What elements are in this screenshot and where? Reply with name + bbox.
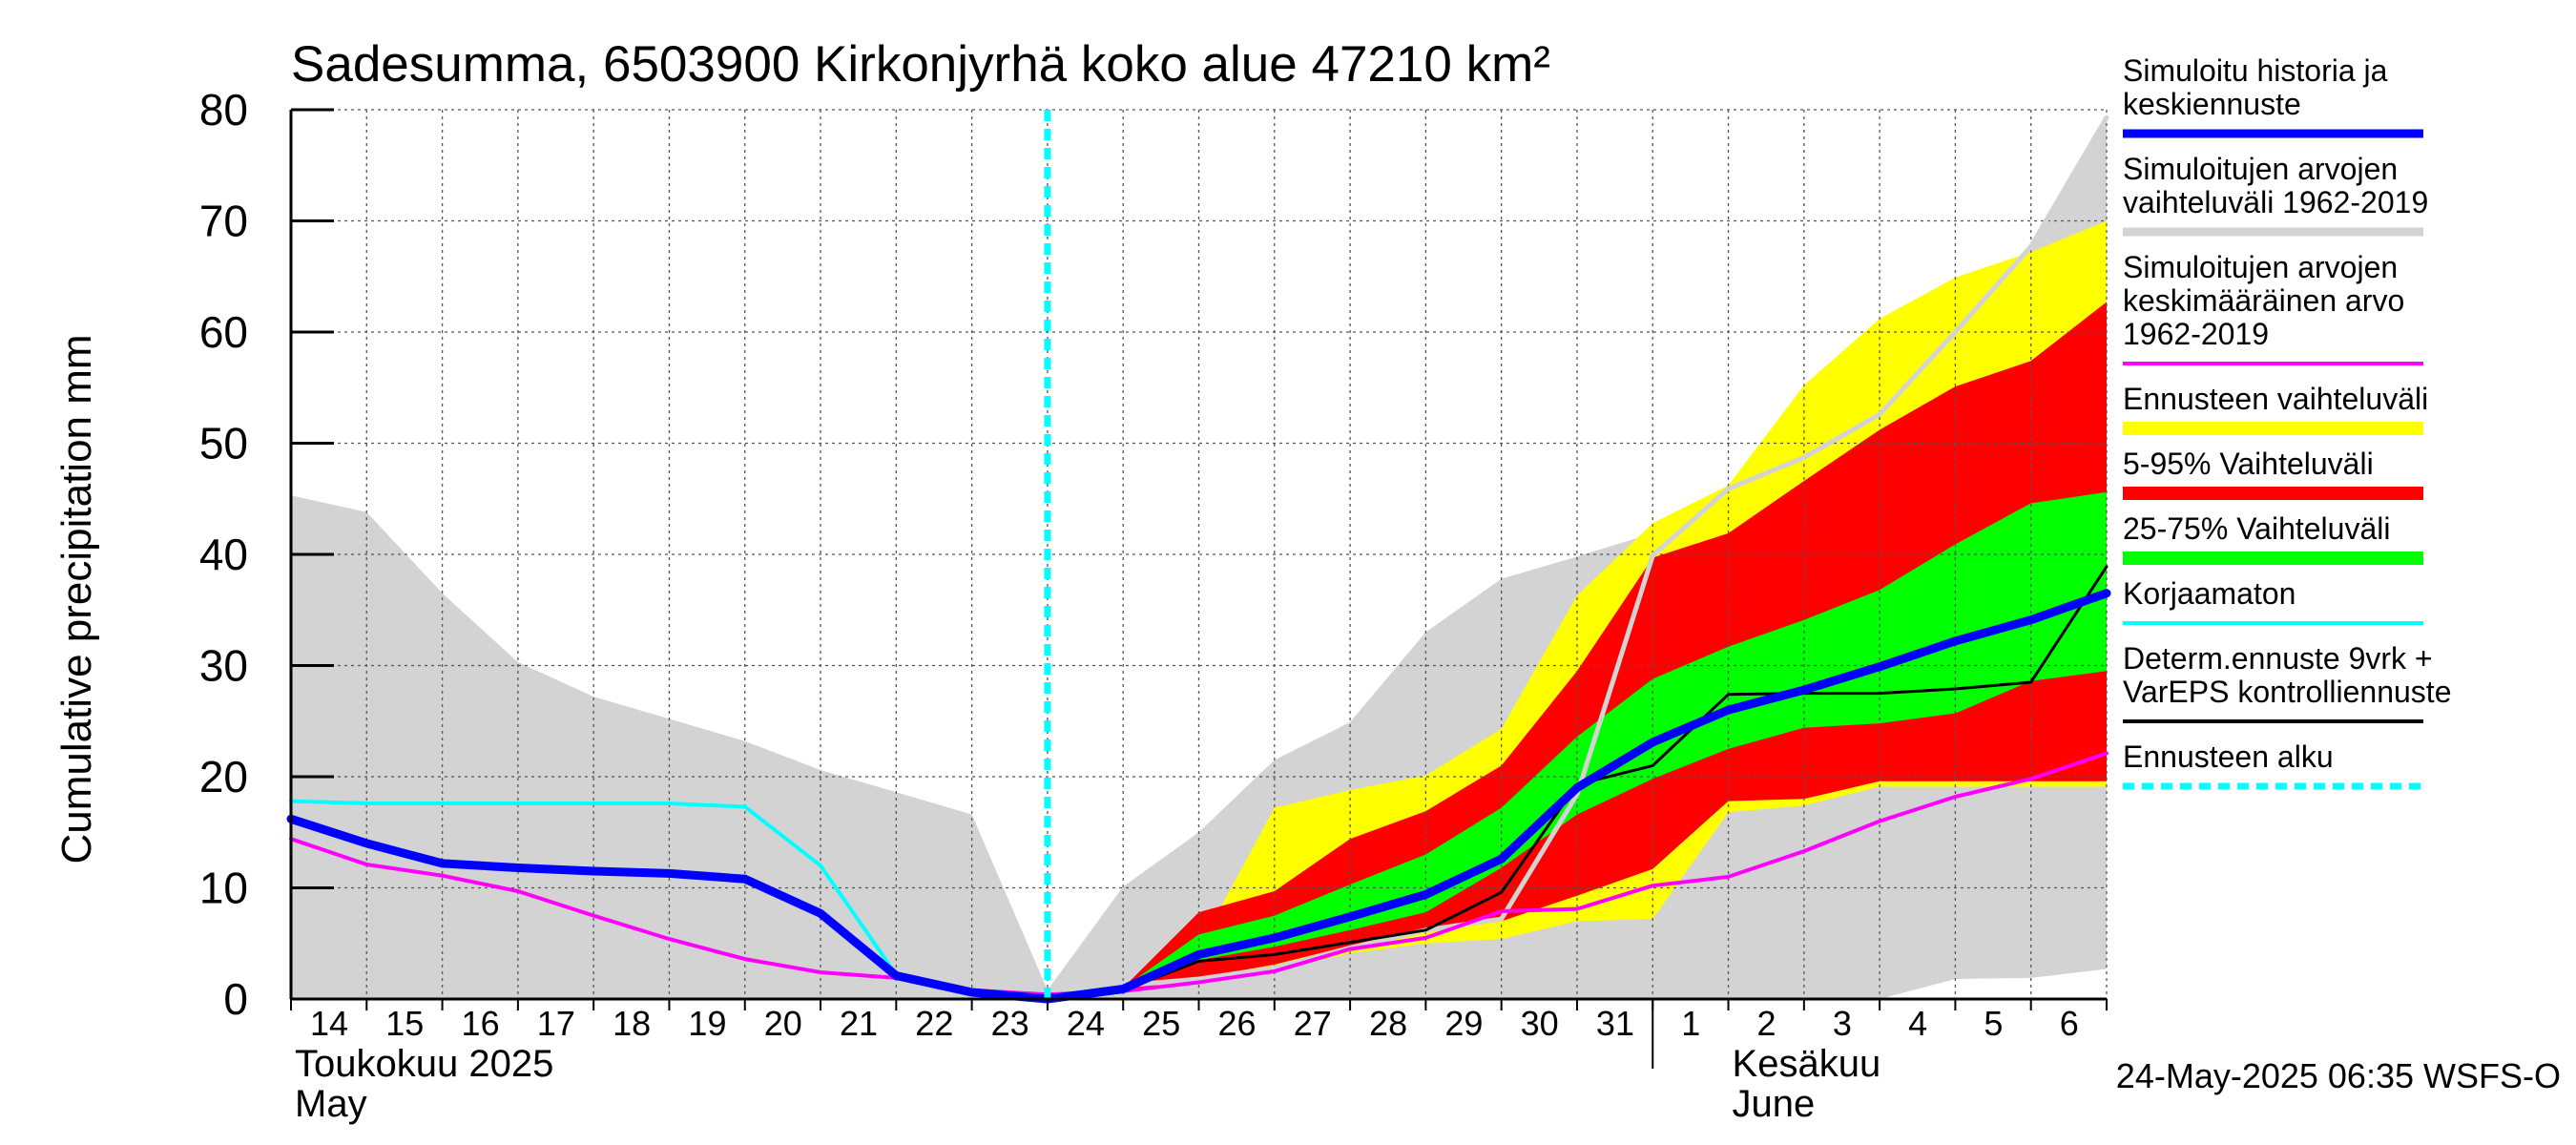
chart-title: Sadesumma, 6503900 Kirkonjyrhä koko alue… [291,36,1550,93]
x-tick-label: 21 [840,1004,878,1043]
y-tick-label: 60 [199,307,248,357]
x-tick-label: 1 [1681,1004,1700,1043]
x-tick-label: 4 [1908,1004,1927,1043]
legend-text-ens_range: Ennusteen vaihteluväli [2123,382,2428,416]
x-tick-label: 2 [1757,1004,1776,1043]
y-axis-label: Cumulative precipitation mm [53,334,100,864]
band-p5_95 [1047,302,2107,996]
x-tick-label: 20 [764,1004,802,1043]
x-tick-label: 31 [1596,1004,1634,1043]
month-label: Kesäkuu [1733,1043,1881,1085]
legend-text-determ_ctrl: Determ.ennuste 9vrk + [2123,641,2433,676]
y-tick-label: 70 [199,197,248,246]
timestamp: 24-May-2025 06:35 WSFS-O [2116,1056,2561,1095]
y-tick-label: 10 [199,864,248,913]
y-tick-label: 50 [199,419,248,468]
x-tick-label: 23 [991,1004,1029,1043]
x-tick-label: 26 [1217,1004,1256,1043]
legend-text-hist_range: Simuloitujen arvojen [2123,152,2398,186]
month-label: Toukokuu 2025 [295,1043,553,1085]
legend-text-korjaamaton: Korjaamaton [2123,576,2296,611]
x-tick-label: 24 [1067,1004,1105,1043]
y-tick-label: 20 [199,752,248,802]
grid-layer [291,109,2108,999]
x-tick-label: 19 [688,1004,726,1043]
legend-text-mean_1962_2019: keskimääräinen arvo [2123,283,2404,318]
x-tick-label: 3 [1833,1004,1852,1043]
y-tick-label: 30 [199,641,248,691]
series-sim_history_median [286,589,2111,1004]
legend-text-mean_1962_2019: 1962-2019 [2123,317,2269,351]
x-tick-label: 17 [537,1004,575,1043]
y-tick-label: 40 [199,530,248,579]
y-tick-label: 80 [199,85,248,135]
legend-text-sim_history_median: keskiennuste [2123,87,2301,121]
x-tick-label: 28 [1369,1004,1407,1043]
x-tick-label: 6 [2060,1004,2079,1043]
legend-text-mean_1962_2019: Simuloitujen arvojen [2123,250,2398,284]
legend-text-p5_95: 5-95% Vaihteluväli [2123,447,2374,481]
x-tick-label: 15 [385,1004,424,1043]
legend-text-p25_75: 25-75% Vaihteluväli [2123,511,2390,546]
x-tick-label: 5 [1984,1004,2003,1043]
x-tick-label: 14 [310,1004,348,1043]
legend-swatch-ens_range [2123,422,2423,435]
y-tick-label: 0 [223,974,248,1024]
series-hist_max_line [1045,114,2109,993]
legend-text-hist_range: vaihteluväli 1962-2019 [2123,185,2428,219]
series-mean_1962_2019 [289,751,2109,997]
month-label-english: June [1733,1083,1816,1125]
x-tick-label: 25 [1142,1004,1180,1043]
x-tick-label: 30 [1521,1004,1559,1043]
x-tick-label: 29 [1444,1004,1483,1043]
band-p25_75 [1047,491,2107,996]
month-label-english: May [295,1083,367,1125]
legend-swatch-p5_95 [2123,487,2423,500]
legend-text-forecast_start: Ennusteen alku [2123,739,2334,774]
x-tick-label: 18 [613,1004,651,1043]
legend-swatch-p25_75 [2123,552,2423,565]
series-korjaamaton [289,799,899,977]
x-tick-label: 27 [1294,1004,1332,1043]
legend-text-determ_ctrl: VarEPS kontrolliennuste [2123,675,2451,709]
band-ens_range [1047,220,2107,996]
series-line-layer [286,110,2111,1004]
x-tick-label: 16 [462,1004,500,1043]
x-tick-label: 22 [915,1004,953,1043]
legend-text-sim_history_median: Simuloitu historia ja [2123,53,2388,88]
